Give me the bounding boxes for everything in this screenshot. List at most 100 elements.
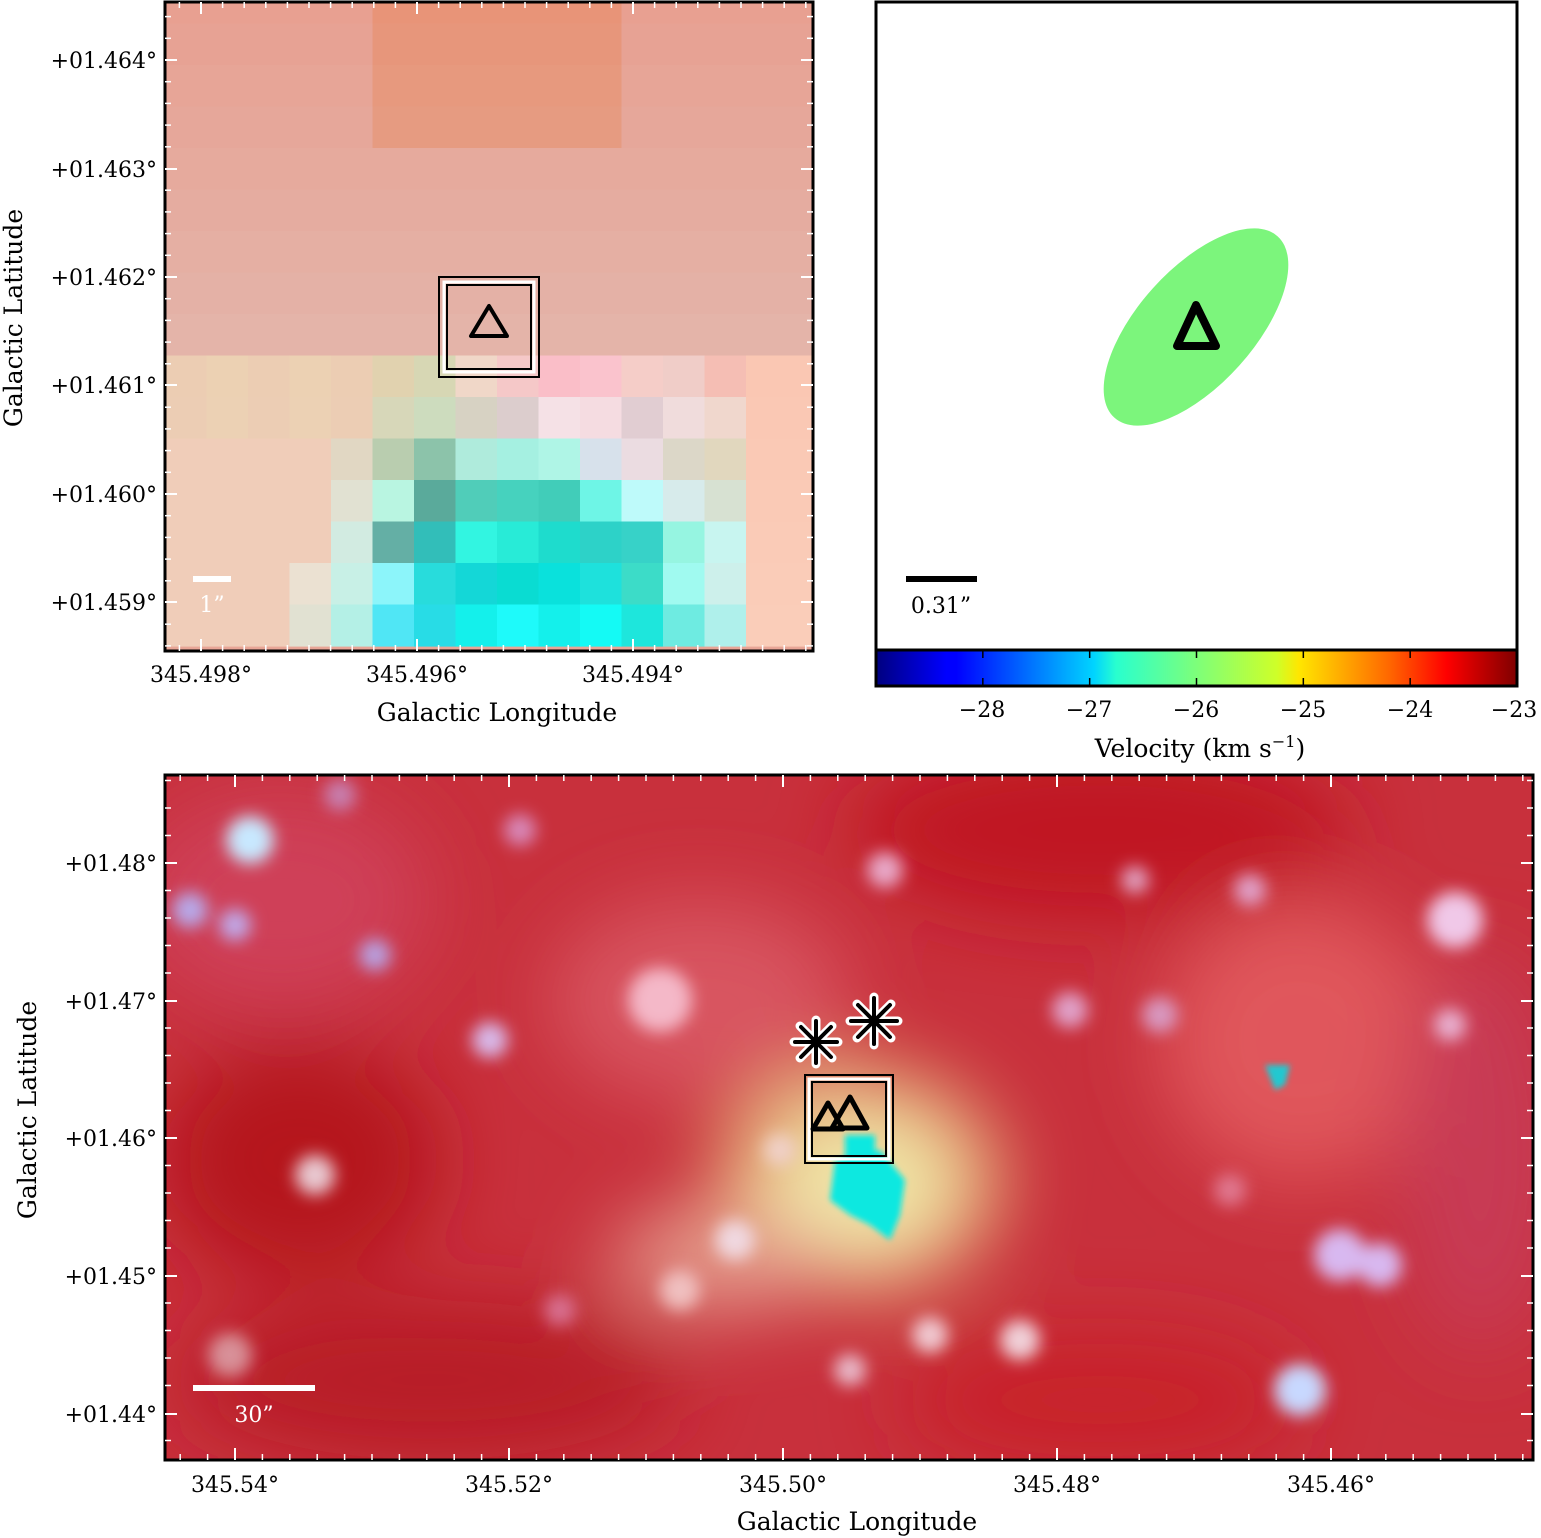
pixel-cell — [206, 604, 249, 647]
pixel-cell — [704, 231, 747, 274]
pixel-cell — [206, 2, 249, 25]
tl-scale-bar-label: 1” — [199, 593, 224, 618]
pixel-cell — [663, 272, 706, 315]
pixel-cell — [704, 23, 747, 66]
pixel-cell — [455, 563, 498, 606]
bot-xtick-label: 345.50° — [739, 1473, 827, 1498]
bottom-point-sources — [172, 779, 1483, 1416]
pixel-cell — [538, 604, 581, 647]
pixel-cell — [746, 189, 789, 232]
pixel-cell — [704, 65, 747, 108]
pixel-cell — [455, 521, 498, 564]
pixel-cell — [497, 189, 540, 232]
pixel-cell — [663, 189, 706, 232]
pixel-cell — [331, 521, 374, 564]
pixel-cell — [414, 397, 457, 440]
pixel-cell — [580, 314, 623, 357]
pixel-cell — [414, 148, 457, 191]
pixel-cell — [455, 438, 498, 481]
pixel-cell — [248, 397, 291, 440]
top-left-image — [165, 2, 813, 651]
pixel-cell — [746, 397, 789, 440]
pixel-cell — [538, 189, 581, 232]
pixel-cell — [289, 480, 332, 523]
pixel-cell — [621, 106, 664, 149]
pixel-cell — [289, 563, 332, 606]
pixel-cell — [331, 438, 374, 481]
pixel-cell — [331, 355, 374, 398]
pixel-cell — [248, 563, 291, 606]
pixel-cell — [289, 231, 332, 274]
tl-marker-box-inner-line — [446, 284, 532, 370]
pixel-cell — [372, 314, 415, 357]
pixel-cell — [331, 189, 374, 232]
pixel-cell — [621, 231, 664, 274]
triangle-marker-icon — [1173, 301, 1220, 350]
pixel-cell — [621, 521, 664, 564]
pixel-cell — [538, 65, 581, 108]
pixel-cell — [704, 148, 747, 191]
velocity-ellipse — [1103, 228, 1289, 426]
pixel-cell — [538, 148, 581, 191]
pixel-cell — [621, 355, 664, 398]
pixel-cell — [414, 2, 457, 25]
bot-xtick-label: 345.46° — [1287, 1473, 1375, 1498]
pixel-cell — [289, 106, 332, 149]
pixel-cell — [538, 480, 581, 523]
pixel-cell — [621, 189, 664, 232]
pixel-cell — [372, 438, 415, 481]
pixel-cell — [663, 438, 706, 481]
pixel-cell — [746, 231, 789, 274]
pixel-cell — [455, 23, 498, 66]
pixel-cell — [580, 480, 623, 523]
pixel-cell — [663, 2, 706, 25]
pixel-cell — [206, 314, 249, 357]
pixel-cell — [538, 23, 581, 66]
pixel-cell — [372, 604, 415, 647]
pixel-cell — [580, 231, 623, 274]
pixel-cell — [663, 65, 706, 108]
pixel-cell — [746, 438, 789, 481]
pixel-cell — [248, 231, 291, 274]
pixel-cell — [663, 521, 706, 564]
colorbar-ticks — [875, 650, 1518, 686]
bottom-ticks — [165, 775, 1533, 1460]
pixel-cell — [663, 604, 706, 647]
pixel-cell — [414, 272, 457, 315]
pixel-cell — [663, 314, 706, 357]
pixel-cell — [289, 438, 332, 481]
pixel-cell — [455, 480, 498, 523]
pixel-cell — [704, 314, 747, 357]
tl-xtick-label: 345.498° — [150, 663, 252, 688]
pixel-cell — [289, 2, 332, 25]
pixel-cell — [746, 65, 789, 108]
pixel-cell — [538, 397, 581, 440]
pixel-cell — [497, 65, 540, 108]
pixel-cell — [165, 65, 208, 108]
pixel-cell — [746, 23, 789, 66]
pixel-cell — [165, 397, 208, 440]
tl-ytick-label: +01.459° — [51, 591, 157, 616]
pixel-cell — [206, 65, 249, 108]
pixel-cell — [704, 604, 747, 647]
pixel-cell — [248, 2, 291, 25]
pixel-cell — [787, 65, 813, 108]
pixel-cell — [497, 231, 540, 274]
pixel-cell — [206, 438, 249, 481]
pixel-cell — [414, 65, 457, 108]
pixel-cell — [248, 272, 291, 315]
tl-marker-box-inner — [442, 280, 536, 374]
pixel-cell — [704, 397, 747, 440]
pixel-cell — [704, 563, 747, 606]
pixel-cell — [165, 23, 208, 66]
tl-xtick-label: 345.494° — [582, 663, 684, 688]
colorbar-tick-label: −26 — [1173, 698, 1219, 723]
pixel-cell — [206, 521, 249, 564]
pixel-cell — [704, 189, 747, 232]
pixel-cell — [289, 189, 332, 232]
pixel-cell — [621, 272, 664, 315]
pixel-cell — [497, 563, 540, 606]
pixel-cell — [206, 272, 249, 315]
pixel-cell — [331, 148, 374, 191]
